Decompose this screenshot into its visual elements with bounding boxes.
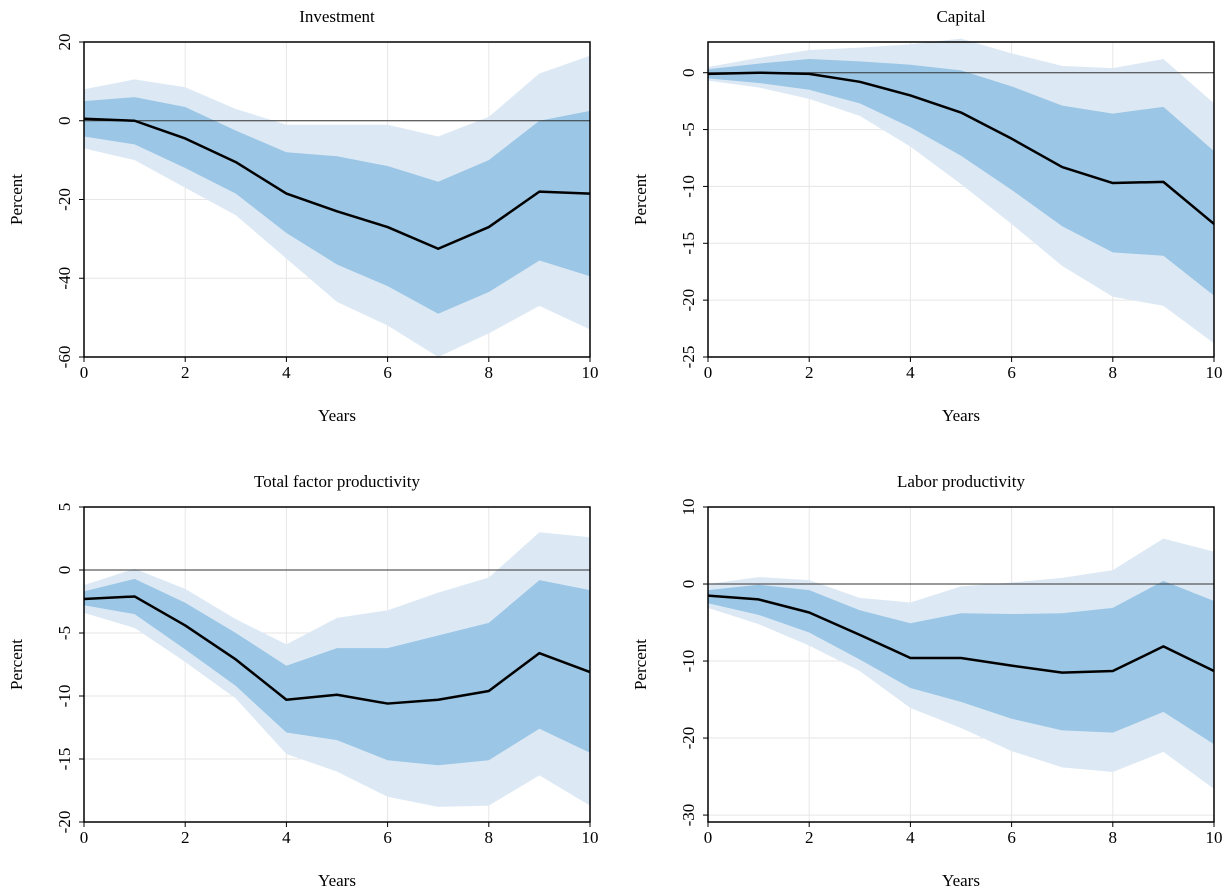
- y-tick-label: -20: [679, 289, 698, 312]
- x-tick-label: 0: [80, 828, 89, 847]
- panel: 0 2 4 6 8 10 -20 -15 -10 -5 0 5 Total factor product…: [7, 472, 599, 890]
- impulse-response-line: [83, 595, 591, 705]
- confidence-band: [708, 580, 1214, 745]
- y-tick-label: 20: [55, 34, 74, 51]
- x-tick-label: 2: [181, 828, 190, 847]
- y-tick-label: 0: [55, 566, 74, 575]
- y-tick-label: -5: [679, 122, 698, 136]
- x-tick-label: 2: [181, 363, 190, 382]
- y-axis-label: Percent: [631, 639, 650, 690]
- y-tick-label: -10: [679, 175, 698, 198]
- plot-frame: [707, 41, 1215, 358]
- x-axis-label: Years: [318, 871, 356, 890]
- x-tick-label: 10: [1206, 363, 1223, 382]
- x-tick-label: 8: [1109, 363, 1118, 382]
- x-tick-label: 2: [805, 828, 814, 847]
- panel: 0 2 4 6 8 10 -30 -20 -10 0 10 Labor productivity Yea…: [631, 472, 1223, 890]
- x-tick-label: 2: [805, 363, 814, 382]
- x-tick-label: 10: [582, 828, 599, 847]
- y-tick-label: -15: [679, 232, 698, 255]
- x-tick-label: 4: [282, 828, 291, 847]
- y-axis-label: Percent: [7, 174, 26, 225]
- x-tick-label: 0: [704, 363, 713, 382]
- x-tick-label: 0: [704, 828, 713, 847]
- panel-title: Investment: [299, 7, 375, 26]
- x-tick-label: 4: [906, 828, 915, 847]
- x-tick-label: 8: [485, 828, 494, 847]
- y-tick-label: 0: [679, 580, 698, 589]
- x-tick-label: 4: [282, 363, 291, 382]
- impulse-response-line: [707, 594, 1215, 674]
- x-tick-label: 6: [1007, 363, 1016, 382]
- y-tick-label: -20: [679, 727, 698, 750]
- y-tick-label: -10: [55, 685, 74, 708]
- panel-title: Labor productivity: [897, 472, 1025, 491]
- y-tick-label: 0: [679, 68, 698, 77]
- x-tick-label: 4: [906, 363, 915, 382]
- y-axis-label: Percent: [7, 639, 26, 690]
- x-tick-label: 8: [1109, 828, 1118, 847]
- y-tick-label: -30: [679, 804, 698, 827]
- y-tick-label: 10: [679, 499, 698, 516]
- confidence-band: [84, 578, 590, 766]
- y-tick-label: -60: [55, 346, 74, 369]
- y-axis-label: Percent: [631, 174, 650, 225]
- y-tick-label: 5: [55, 503, 74, 512]
- plot-frame: [707, 506, 1215, 823]
- y-tick-label: -15: [55, 748, 74, 771]
- panel: 0 2 4 6 8 10 -25 -20 -15 -10 -5 0 Capital Years Percen…: [631, 7, 1223, 425]
- y-tick-label: -20: [55, 188, 74, 211]
- panel-title: Total factor productivity: [254, 472, 420, 491]
- y-tick-label: -10: [679, 650, 698, 673]
- y-tick-label: -20: [55, 811, 74, 834]
- x-axis-label: Years: [942, 406, 980, 425]
- x-tick-label: 6: [383, 363, 392, 382]
- x-tick-label: 6: [1007, 828, 1016, 847]
- panel: 0 2 4 6 8 10 -60 -40 -20 0 20 Investment Years Percen…: [7, 7, 599, 425]
- y-tick-label: 0: [55, 117, 74, 126]
- panel-title: Capital: [936, 7, 985, 26]
- x-axis-label: Years: [942, 871, 980, 890]
- y-tick-label: -40: [55, 267, 74, 290]
- plot-frame: [83, 506, 591, 823]
- impulse-response-line: [83, 117, 591, 250]
- x-tick-label: 10: [1206, 828, 1223, 847]
- x-axis-label: Years: [318, 406, 356, 425]
- y-tick-label: -25: [679, 346, 698, 369]
- confidence-band: [708, 59, 1214, 296]
- y-tick-label: -5: [55, 626, 74, 640]
- x-tick-label: 0: [80, 363, 89, 382]
- impulse-response-line: [707, 71, 1215, 225]
- x-tick-label: 10: [582, 363, 599, 382]
- x-tick-label: 8: [485, 363, 494, 382]
- x-tick-label: 6: [383, 828, 392, 847]
